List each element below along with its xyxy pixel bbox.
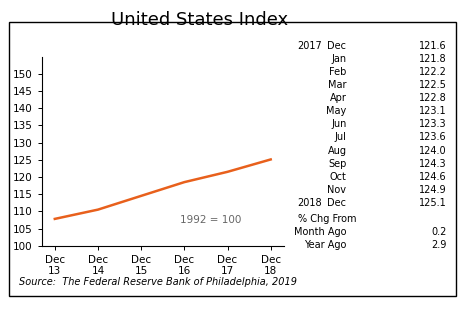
Text: 1992 = 100: 1992 = 100: [179, 215, 241, 225]
Text: 123.6: 123.6: [419, 133, 446, 142]
Text: 0.2: 0.2: [431, 227, 446, 237]
Text: 124.9: 124.9: [419, 185, 446, 195]
Text: Nov: Nov: [327, 185, 346, 195]
Text: 124.3: 124.3: [419, 158, 446, 169]
Text: Oct: Oct: [330, 172, 346, 182]
Text: 123.1: 123.1: [419, 106, 446, 116]
Text: 2018: 2018: [298, 198, 322, 208]
Text: United States Index: United States Index: [112, 11, 288, 29]
Text: 122.8: 122.8: [418, 93, 446, 103]
Text: Source:  The Federal Reserve Bank of Philadelphia, 2019: Source: The Federal Reserve Bank of Phil…: [19, 277, 297, 287]
Text: May: May: [326, 106, 346, 116]
Text: Dec: Dec: [327, 41, 346, 51]
Text: 124.0: 124.0: [419, 146, 446, 156]
Text: 125.1: 125.1: [418, 198, 446, 208]
Text: Aug: Aug: [327, 146, 346, 156]
Text: Dec: Dec: [327, 198, 346, 208]
Text: 121.8: 121.8: [419, 54, 446, 64]
Text: 121.6: 121.6: [419, 41, 446, 51]
Text: Month Ago: Month Ago: [294, 227, 346, 237]
Text: Apr: Apr: [330, 93, 346, 103]
Text: 122.2: 122.2: [418, 67, 446, 77]
Text: % Chg From: % Chg From: [298, 214, 356, 224]
Text: 2017: 2017: [298, 41, 322, 51]
Text: 124.6: 124.6: [419, 172, 446, 182]
Text: Feb: Feb: [329, 67, 346, 77]
Text: Jan: Jan: [331, 54, 346, 64]
Text: 123.3: 123.3: [419, 119, 446, 129]
Text: Mar: Mar: [328, 80, 346, 90]
Text: 122.5: 122.5: [418, 80, 446, 90]
Text: Year Ago: Year Ago: [304, 240, 346, 250]
Text: Jul: Jul: [334, 133, 346, 142]
Text: Sep: Sep: [328, 158, 346, 169]
Text: Jun: Jun: [331, 119, 346, 129]
Text: 2.9: 2.9: [431, 240, 446, 250]
